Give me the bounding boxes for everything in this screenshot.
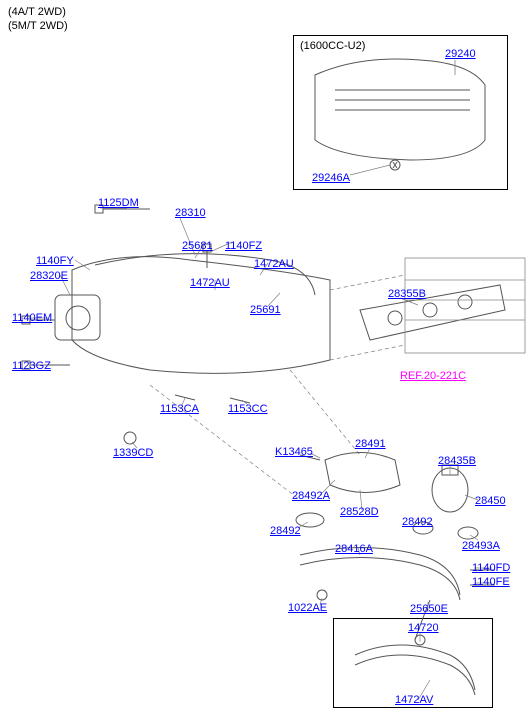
- label-1022AE[interactable]: 1022AE: [288, 602, 327, 614]
- label-14720[interactable]: 14720: [408, 622, 439, 634]
- label-28355B[interactable]: 28355B: [388, 288, 426, 300]
- label-1472AU-b[interactable]: 1472AU: [254, 258, 294, 270]
- inset-top-title: (1600CC-U2): [300, 40, 365, 52]
- label-29246A[interactable]: 29246A: [312, 172, 350, 184]
- label-1472AV[interactable]: 1472AV: [395, 694, 433, 706]
- label-1140FY[interactable]: 1140FY: [36, 255, 74, 267]
- label-1140FE[interactable]: 1140FE: [472, 576, 510, 588]
- label-29240[interactable]: 29240: [445, 48, 476, 60]
- label-28493A[interactable]: 28493A: [462, 540, 500, 552]
- label-25681[interactable]: 25681: [182, 240, 213, 252]
- label-28528D[interactable]: 28528D: [340, 506, 379, 518]
- label-28492A[interactable]: 28492A: [292, 490, 330, 502]
- label-1123GZ[interactable]: 1123GZ: [12, 360, 51, 372]
- label-28492-b[interactable]: 28492: [402, 516, 433, 528]
- header-line2: (5M/T 2WD): [8, 20, 68, 32]
- label-1153CC[interactable]: 1153CC: [228, 403, 268, 415]
- label-1125DM[interactable]: 1125DM: [98, 197, 139, 209]
- label-28416A[interactable]: 28416A: [335, 543, 373, 555]
- label-1140FZ[interactable]: 1140FZ: [225, 240, 262, 252]
- label-1472AU-a[interactable]: 1472AU: [190, 277, 230, 289]
- label-25650E[interactable]: 25650E: [410, 603, 448, 615]
- label-28435B[interactable]: 28435B: [438, 455, 476, 467]
- label-1153CA[interactable]: 1153CA: [160, 403, 199, 415]
- label-REF[interactable]: REF.20-221C: [400, 370, 466, 382]
- label-28320E[interactable]: 28320E: [30, 270, 68, 282]
- label-1140EM[interactable]: 1140EM: [12, 312, 52, 324]
- label-25691[interactable]: 25691: [250, 304, 281, 316]
- parts-diagram: (4A/T 2WD) (5M/T 2WD) (1600CC-U2): [0, 0, 532, 727]
- label-K13465[interactable]: K13465: [275, 446, 313, 458]
- inset-top-box: [293, 35, 508, 190]
- label-28491[interactable]: 28491: [355, 438, 386, 450]
- header-line1: (4A/T 2WD): [8, 6, 66, 18]
- label-1339CD[interactable]: 1339CD: [113, 447, 153, 459]
- label-28450[interactable]: 28450: [475, 495, 506, 507]
- label-28492-a[interactable]: 28492: [270, 525, 301, 537]
- label-1140FD[interactable]: 1140FD: [472, 562, 510, 574]
- label-28310[interactable]: 28310: [175, 207, 206, 219]
